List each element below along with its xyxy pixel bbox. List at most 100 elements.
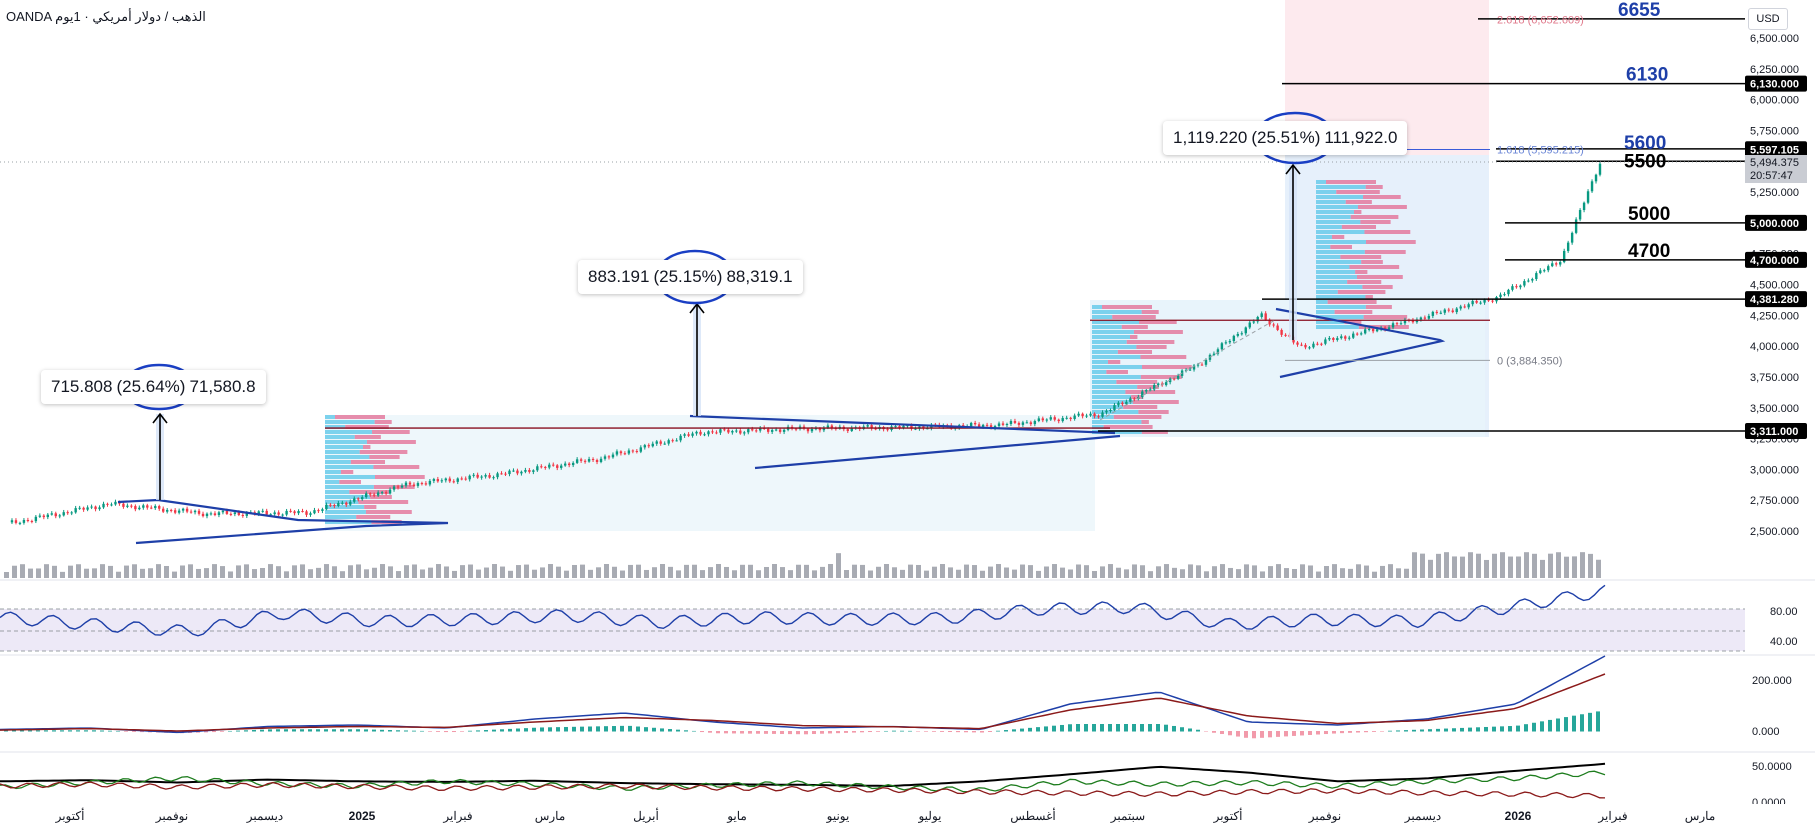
volume-profile-3-up — [1316, 280, 1348, 284]
volume-profile-3-down — [1364, 230, 1411, 234]
candle-body — [1594, 174, 1598, 182]
candle-body — [1109, 410, 1112, 412]
measure-box-1[interactable]: 715.808 (25.64%) 71,580.8 — [41, 370, 266, 404]
volume-profile-1-up — [325, 455, 370, 459]
candle-body — [830, 425, 834, 429]
candle-body — [114, 501, 117, 505]
currency-button[interactable]: USD — [1748, 8, 1788, 30]
candle-body — [997, 423, 1001, 427]
candle-body — [1192, 365, 1196, 370]
candle-body — [571, 462, 575, 466]
macd-hist-bar — [1556, 718, 1560, 732]
candle-body — [1332, 338, 1335, 340]
y-tick-label: 3,500.000 — [1750, 403, 1799, 415]
volume-bar — [860, 564, 865, 578]
macd-hist-bar — [636, 726, 640, 732]
macd-hist-bar — [1268, 731, 1272, 738]
volume-profile-3-down — [1330, 245, 1352, 249]
candle-body — [1447, 309, 1450, 311]
x-tick-label: نوفمبر — [1308, 809, 1341, 823]
y-tick-label: 4,250.000 — [1750, 310, 1799, 322]
candle-body — [1025, 422, 1029, 424]
candle-body — [1244, 327, 1247, 334]
volume-bar — [500, 566, 505, 578]
macd-hist-bar — [532, 727, 536, 732]
volume-bar — [1132, 564, 1137, 578]
candle-body — [810, 428, 814, 432]
macd-hist-bar — [868, 731, 872, 733]
candle-body — [392, 486, 396, 490]
candle-body — [162, 508, 165, 512]
candle-body — [1113, 405, 1116, 411]
volume-profile-2-up — [1092, 320, 1140, 324]
candle-body — [1559, 262, 1562, 265]
volume-profile-3-down — [1327, 300, 1377, 304]
volume-profile-2-down — [1136, 345, 1167, 349]
macd-hist-bar — [588, 726, 592, 732]
candle-body — [707, 431, 710, 435]
candle-body — [1232, 335, 1236, 341]
macd-hist-bar — [644, 727, 648, 732]
candle-body — [1248, 322, 1251, 328]
macd-hist-bar — [924, 731, 928, 732]
triangle-upper-2 — [689, 414, 1116, 435]
volume-profile-2-down — [1125, 390, 1176, 394]
measure-box-3[interactable]: 1,119.220 (25.51%) 111,922.0 — [1163, 121, 1408, 155]
candle-body — [894, 426, 897, 428]
candle-body — [297, 511, 300, 514]
candle-body — [424, 483, 428, 485]
volume-bar — [1284, 568, 1289, 578]
candle-body — [225, 510, 229, 514]
candle-body — [173, 510, 177, 513]
candle-body — [285, 510, 288, 515]
candle-body — [1423, 317, 1427, 319]
candle-body — [1419, 317, 1423, 320]
volume-profile-3-up — [1316, 230, 1365, 234]
volume-bar — [1460, 556, 1465, 578]
volume-bar — [1556, 552, 1561, 578]
volume-bar — [788, 570, 793, 578]
volume-profile-2-up — [1092, 395, 1132, 399]
candle-body — [806, 428, 810, 432]
macd-hist-bar — [348, 729, 352, 732]
candle-body — [265, 510, 268, 515]
candle-body — [623, 453, 627, 455]
candle-body — [1021, 422, 1025, 425]
x-tick-label: نوفمبر — [155, 809, 188, 823]
volume-bar — [1532, 553, 1537, 578]
candle-body — [782, 429, 786, 432]
price-tag: 4,700.000 — [1750, 255, 1799, 267]
macd-hist-bar — [804, 731, 808, 735]
volume-bar — [460, 565, 465, 578]
volume-bar — [1452, 556, 1457, 578]
volume-bar — [172, 571, 177, 578]
volume-bar — [1260, 571, 1265, 578]
measure-box-2[interactable]: 883.191 (25.15%) 88,319.1 — [578, 260, 803, 294]
macd-hist-bar — [692, 730, 696, 732]
candle-body — [1133, 398, 1136, 400]
measure-percent: (25.15%) — [653, 267, 723, 286]
candle-body — [1188, 369, 1192, 371]
macd-hist-bar — [1532, 722, 1536, 732]
candle-body — [309, 513, 312, 515]
volume-bar — [1116, 567, 1121, 578]
volume-profile-2-up — [1092, 380, 1117, 384]
candle-body — [384, 492, 388, 494]
candle-body — [1411, 320, 1415, 323]
candle-body — [273, 512, 276, 515]
candle-body — [177, 510, 181, 513]
macd-hist-bar — [292, 729, 296, 732]
macd-hist-bar — [604, 726, 608, 732]
symbol-name: OANDA — [6, 9, 52, 24]
candle-body — [58, 515, 61, 517]
macd-hist-bar — [540, 727, 544, 732]
macd-hist-bar — [908, 730, 912, 732]
level-label-5500: 5500 — [1624, 151, 1666, 172]
macd-hist-bar — [1428, 729, 1432, 732]
volume-bar — [1580, 552, 1585, 578]
volume-profile-3-down — [1357, 205, 1407, 209]
volume-profile-2-down — [1138, 410, 1169, 414]
candle-body — [611, 454, 615, 458]
candle-body — [595, 460, 599, 462]
